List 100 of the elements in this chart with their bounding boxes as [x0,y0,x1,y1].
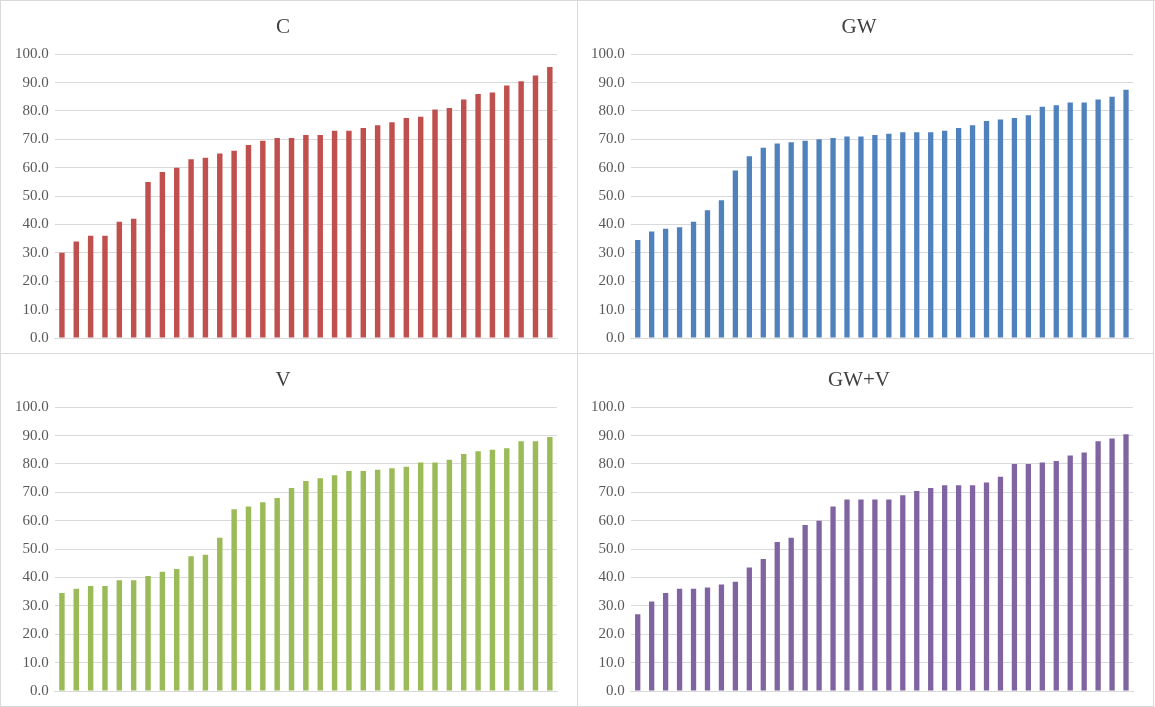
bar [1123,434,1129,691]
bar [928,132,934,338]
bar [983,120,990,338]
chart-title: GW [841,14,877,39]
bar [774,143,780,338]
bar [1025,115,1032,338]
y-tick-label: 30.0 [22,243,49,260]
bar [518,441,524,691]
bar [704,587,711,691]
bar [130,580,137,691]
bar [202,554,209,691]
bar [955,127,962,338]
y-tick-label: 90.0 [22,73,49,90]
bar [417,116,424,338]
y-tick-label: 80.0 [22,454,49,471]
bar [788,142,794,338]
bar [317,478,323,691]
bar [260,502,266,691]
bar [174,167,180,338]
bar [188,159,194,338]
bar [914,490,920,691]
bar [532,441,539,691]
chart-title: C [275,14,291,39]
bar [676,588,683,691]
bar [331,130,338,338]
y-tick-label: 70.0 [22,130,49,147]
bar [116,221,123,338]
bar [635,240,641,338]
bar [928,488,934,691]
bar [288,488,295,691]
bar [662,593,669,691]
bar [969,125,976,338]
y-tick-label: 40.0 [598,568,625,585]
y-tick-label: 60.0 [598,511,625,528]
chart-title: GW+V [828,367,890,392]
bar [858,136,864,338]
bar [130,218,137,338]
bar [475,451,481,691]
y-tick-label: 50.0 [22,187,49,204]
y-tick-label: 30.0 [22,596,49,613]
bar [997,476,1004,691]
bar [802,140,808,338]
bar [73,241,79,338]
bar [446,108,453,338]
bar [746,567,752,691]
y-tick-label: 80.0 [598,454,625,471]
bar [475,93,481,338]
y-tick-label: 60.0 [598,158,625,175]
bar [858,499,864,691]
y-tick-label: 20.0 [598,272,625,289]
y-tick-label: 60.0 [22,158,49,175]
y-tick-label: 10.0 [22,653,49,670]
chart-title: V [275,367,291,392]
y-tick-label: 50.0 [598,187,625,204]
bar [446,459,453,691]
bar [1039,106,1045,338]
bar [73,588,79,691]
bar [145,181,151,338]
y-tick-label: 40.0 [598,215,625,232]
bar [844,136,850,338]
y-tick-label: 20.0 [22,625,49,642]
y-tick-label: 100.0 [15,45,49,62]
y-tick-label: 0.0 [606,681,625,698]
bar [389,122,395,338]
y-tick-label: 0.0 [30,681,49,698]
bar [403,466,410,691]
bar [1081,452,1087,691]
bar [461,454,467,691]
bar [374,469,381,691]
bar [274,137,280,338]
bar [1067,102,1073,338]
bar [346,130,352,338]
bar [174,568,180,691]
bar [676,227,683,338]
bar [942,130,948,338]
bar [746,156,752,338]
bar [1123,89,1129,338]
y-tick-label: 90.0 [598,426,625,443]
bar [403,118,410,338]
bar [504,85,510,338]
bar [303,480,309,691]
y-tick-label: 0.0 [30,328,49,345]
y-tick-label: 30.0 [598,596,625,613]
y-tick-label: 40.0 [22,215,49,232]
y-tick-label: 20.0 [22,272,49,289]
bar [788,537,794,691]
bar [231,150,237,338]
bar [489,92,496,338]
bar [87,235,94,338]
bar [1109,96,1115,338]
y-tick-label: 70.0 [598,130,625,147]
bar [145,576,151,691]
bar [188,556,194,691]
bar [969,485,976,691]
bar [760,147,766,338]
bar [102,585,108,691]
y-tick-label: 10.0 [598,653,625,670]
bar [1025,463,1032,691]
bar [245,506,252,691]
bar [816,520,822,691]
